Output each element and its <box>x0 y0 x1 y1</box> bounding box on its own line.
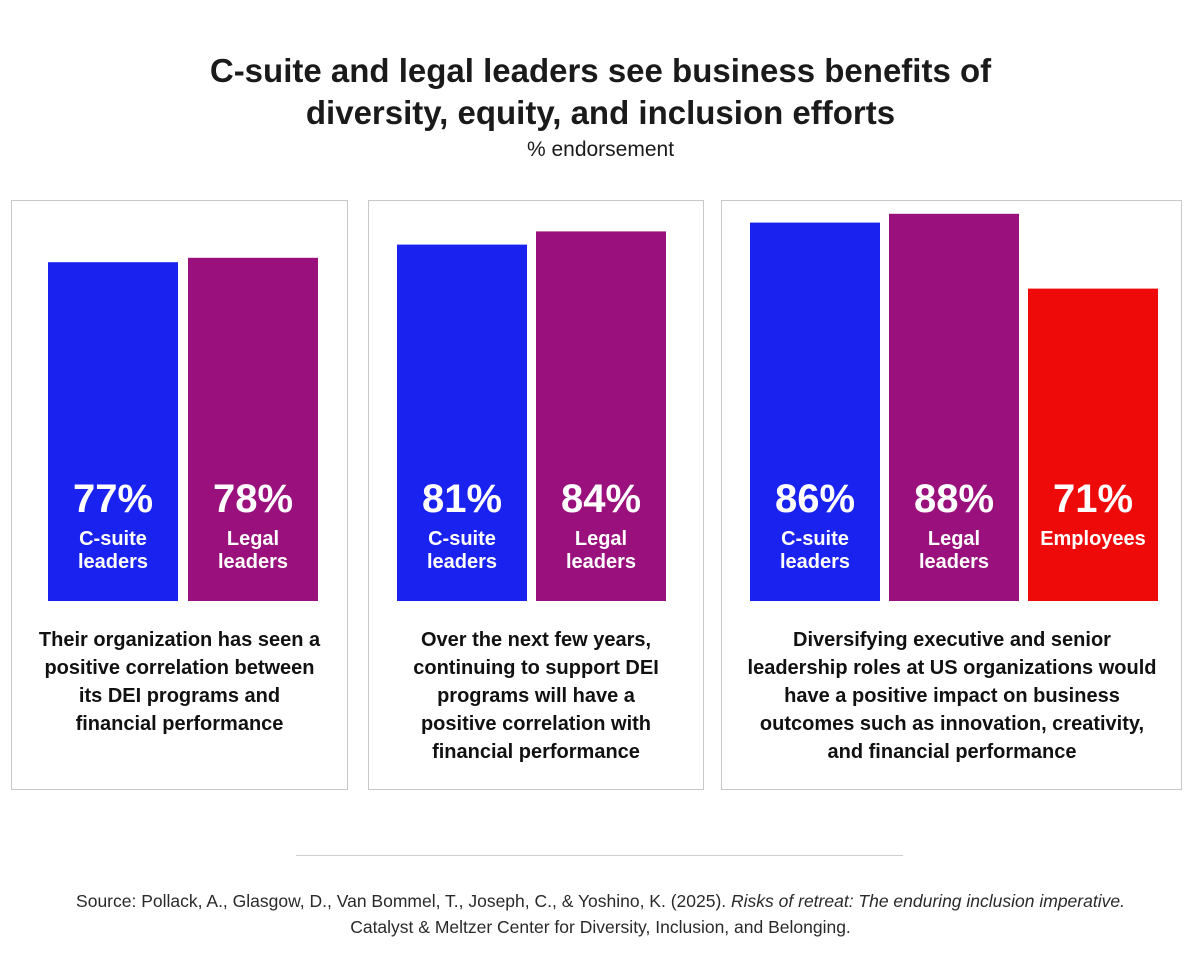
panel-2-category-label-legal-leaders-1: Legal <box>575 528 627 550</box>
panel-1-caption: Their organization has seen a positive c… <box>38 629 321 735</box>
source-line-2: Catalyst & Meltzer Center for Diversity,… <box>350 917 851 937</box>
source-note: Source: Pollack, A., Glasgow, D., Van Bo… <box>0 888 1201 940</box>
panel-3-bar-legal-leaders <box>889 213 1019 602</box>
source-line-1: Source: Pollack, A., Glasgow, D., Van Bo… <box>0 888 1201 914</box>
panel-1-bar-c-suite-leaders <box>48 262 178 601</box>
panel-2-category-label-c-suite-leaders-2: leaders <box>427 551 497 573</box>
panel-3-category-label-c-suite-leaders-2: leaders <box>780 551 850 573</box>
panel-1-bar-legal-leaders <box>188 257 318 601</box>
divider-line <box>296 855 903 856</box>
panel-1-category-label-c-suite-leaders-2: leaders <box>78 551 148 573</box>
source-citation: Source: Pollack, A., Glasgow, D., Van Bo… <box>76 891 732 911</box>
chart-title-line-1: C-suite and legal leaders see business b… <box>209 52 992 89</box>
panel-2-value-label-c-suite-leaders: 81% <box>422 477 502 521</box>
panel-2-bar-legal-leaders <box>536 231 666 601</box>
panel-3-value-label-c-suite-leaders: 86% <box>775 477 855 521</box>
panel-3-bar-group-employees: 71% Employees <box>1028 288 1158 601</box>
panel-2-category-label-c-suite-leaders-1: C-suite <box>428 528 496 550</box>
panel-2-bar-c-suite-leaders <box>397 244 527 601</box>
chart-title: C-suite and legal leaders see business b… <box>0 50 1201 134</box>
panel-3-caption: Diversifying executive and senior leader… <box>747 629 1157 763</box>
panel-2-caption: Over the next few years, continuing to s… <box>413 629 659 763</box>
panel-1-value-label-legal-leaders: 78% <box>213 477 293 521</box>
panel-3-value-label-legal-leaders: 88% <box>914 477 994 521</box>
panel-3-category-label-legal-leaders-2: leaders <box>919 551 989 573</box>
panel-2-category-label-legal-leaders-2: leaders <box>566 551 636 573</box>
source-report-title: Risks of retreat: The enduring inclusion… <box>731 891 1125 911</box>
panel-1-category-label-legal-leaders-1: Legal <box>227 528 279 550</box>
panel-3-value-label-employees: 71% <box>1053 477 1133 521</box>
panel-3-category-label-legal-leaders-1: Legal <box>928 528 980 550</box>
panel-1-category-label-c-suite-leaders-1: C-suite <box>79 528 147 550</box>
panel-3-bar-c-suite-leaders <box>750 222 880 601</box>
panel-1-value-label-c-suite-leaders: 77% <box>73 477 153 521</box>
chart-subtitle: % endorsement <box>526 138 675 161</box>
chart-title-line-2: diversity, equity, and inclusion efforts <box>305 94 896 131</box>
panel-3-category-label-c-suite-leaders-1: C-suite <box>781 528 849 550</box>
panel-3-category-label-employees-1: Employees <box>1040 528 1146 550</box>
panel-1-category-label-legal-leaders-2: leaders <box>218 551 288 573</box>
panel-3-bar-employees <box>1028 288 1158 601</box>
panel-2-value-label-legal-leaders: 84% <box>561 477 641 521</box>
